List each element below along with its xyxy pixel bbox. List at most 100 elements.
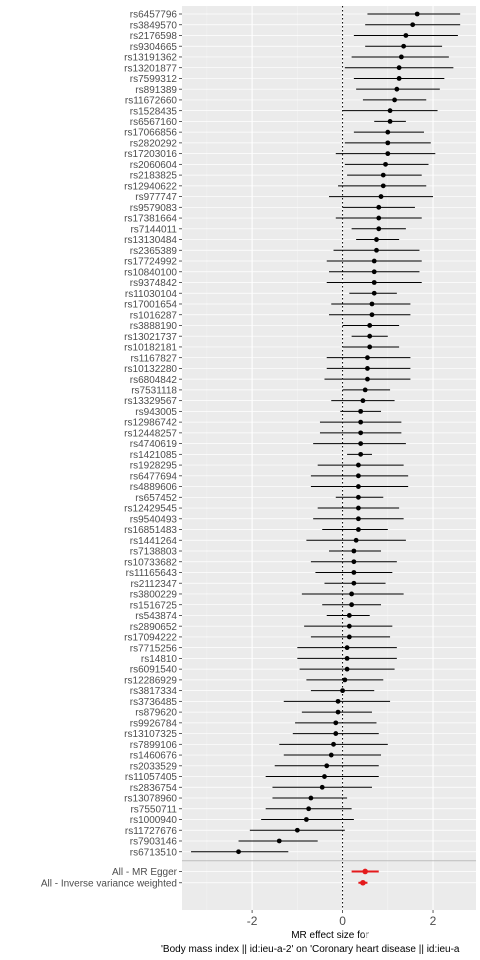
snp-point xyxy=(236,849,241,855)
snp-point xyxy=(324,763,330,769)
snp-point xyxy=(344,645,350,651)
x-tick-label: -2 xyxy=(247,914,258,928)
snp-label: rs2890652 xyxy=(130,622,178,633)
snp-point xyxy=(376,204,382,210)
snp-label: rs977747 xyxy=(135,192,177,203)
snp-label: rs891389 xyxy=(135,85,177,96)
snp-label: rs2365389 xyxy=(130,246,178,257)
snp-label: rs657452 xyxy=(135,493,177,504)
snp-point xyxy=(392,97,397,103)
snp-point xyxy=(346,634,352,640)
snp-point xyxy=(294,827,300,833)
x-axis-title-line2: 'Body mass index || id:ieu-a-2' on 'Coro… xyxy=(161,944,460,955)
snp-label: rs10733682 xyxy=(124,557,177,568)
snp-label: rs7138803 xyxy=(130,547,178,558)
snp-point xyxy=(308,795,314,801)
snp-point xyxy=(385,151,391,157)
x-tick-label: 0 xyxy=(339,914,346,928)
method-point xyxy=(362,868,368,875)
snp-label: rs13201877 xyxy=(124,63,177,74)
snp-point xyxy=(374,237,379,242)
snp-point xyxy=(403,33,409,38)
snp-label: rs2183825 xyxy=(130,171,178,182)
snp-label: rs7599312 xyxy=(130,74,178,85)
snp-point xyxy=(356,527,361,532)
snp-estimates xyxy=(191,11,461,855)
snp-label: rs3736485 xyxy=(130,697,178,708)
method-label: All - Inverse variance weighted xyxy=(41,878,177,889)
panel-background xyxy=(182,6,476,910)
snp-label: rs1421085 xyxy=(130,450,178,461)
snp-label: rs943005 xyxy=(135,407,177,418)
snp-point xyxy=(303,817,309,822)
snp-point xyxy=(398,54,404,60)
snp-label: rs17381664 xyxy=(124,214,177,225)
snp-label: rs3888190 xyxy=(130,321,178,332)
snp-label: rs17066856 xyxy=(124,128,177,139)
snp-label: rs1441264 xyxy=(130,536,178,547)
snp-point xyxy=(333,731,339,736)
snp-label: rs17001654 xyxy=(124,300,177,311)
snp-label: rs1460676 xyxy=(130,751,178,762)
snp-label: rs12986742 xyxy=(124,418,177,429)
snp-point xyxy=(380,172,386,178)
snp-label: rs17724992 xyxy=(124,257,177,268)
snp-label: rs9579083 xyxy=(130,203,178,214)
method-point xyxy=(360,879,366,886)
snp-label: rs2112347 xyxy=(130,579,177,590)
snp-point xyxy=(344,656,350,661)
snp-point xyxy=(335,698,341,704)
snp-point xyxy=(401,43,407,49)
snp-label: rs7715256 xyxy=(130,643,178,654)
snp-label: rs16851483 xyxy=(124,525,177,536)
snp-point xyxy=(414,11,420,17)
snp-point xyxy=(344,666,350,672)
snp-label: rs2060604 xyxy=(130,160,178,171)
snp-point xyxy=(356,462,361,468)
snp-label: rs2176598 xyxy=(130,31,178,42)
snp-point xyxy=(376,226,382,232)
snp-label: rs1928295 xyxy=(130,461,178,472)
snp-label: rs10132280 xyxy=(124,364,177,375)
snp-label: rs11727676 xyxy=(125,826,178,837)
snp-label: rs10840100 xyxy=(124,267,177,278)
snp-point xyxy=(356,505,361,511)
snp-label: rs17203016 xyxy=(124,149,177,160)
snp-point xyxy=(358,441,364,446)
snp-point xyxy=(351,548,357,554)
snp-label: rs12286929 xyxy=(124,675,177,686)
snp-point xyxy=(365,376,370,382)
snp-point xyxy=(362,387,368,393)
watermark: 知乎 @医律分析 xyxy=(364,928,445,942)
snp-point xyxy=(346,613,352,618)
snp-point xyxy=(358,408,364,414)
snp-point xyxy=(322,774,327,779)
snp-label: rs13130484 xyxy=(124,235,177,246)
snp-label: rs12940622 xyxy=(124,181,177,192)
snp-label: rs12429545 xyxy=(124,504,177,515)
grid-minor-lines xyxy=(206,6,389,910)
snp-point xyxy=(385,140,391,146)
snp-label: rs7899106 xyxy=(130,740,178,751)
snp-point xyxy=(356,484,361,489)
snp-label: rs2033529 xyxy=(130,761,178,772)
snp-point xyxy=(360,398,366,404)
snp-point xyxy=(396,76,402,81)
snp-point xyxy=(353,537,359,543)
snp-point xyxy=(383,161,388,167)
x-axis: -2 0 2 xyxy=(247,910,437,928)
snp-point xyxy=(276,838,282,844)
x-axis-title-line1: MR effect size for xyxy=(291,930,369,941)
snp-point xyxy=(385,129,391,135)
snp-label: rs13107325 xyxy=(124,729,177,740)
snp-label: rs1528435 xyxy=(130,106,178,117)
snp-point xyxy=(378,194,384,199)
snp-point xyxy=(371,258,377,264)
snp-label: rs2820292 xyxy=(130,138,178,149)
snp-point xyxy=(340,688,345,694)
snp-point xyxy=(367,333,373,339)
y-axis-labels: rs6457796rs3849570rs2176598rs9304665rs13… xyxy=(41,10,182,889)
snp-label: rs1000940 xyxy=(130,815,178,826)
snp-point xyxy=(374,247,379,253)
